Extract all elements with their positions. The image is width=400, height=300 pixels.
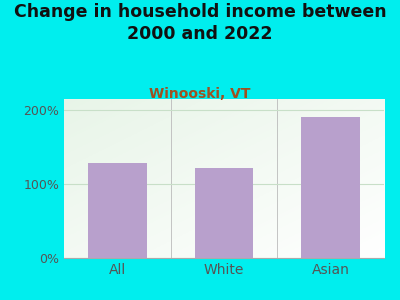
Bar xyxy=(88,163,147,258)
Text: Change in household income between
2000 and 2022: Change in household income between 2000 … xyxy=(14,3,386,43)
Bar xyxy=(195,168,253,258)
Text: Winooski, VT: Winooski, VT xyxy=(149,87,251,101)
Bar xyxy=(301,118,360,258)
